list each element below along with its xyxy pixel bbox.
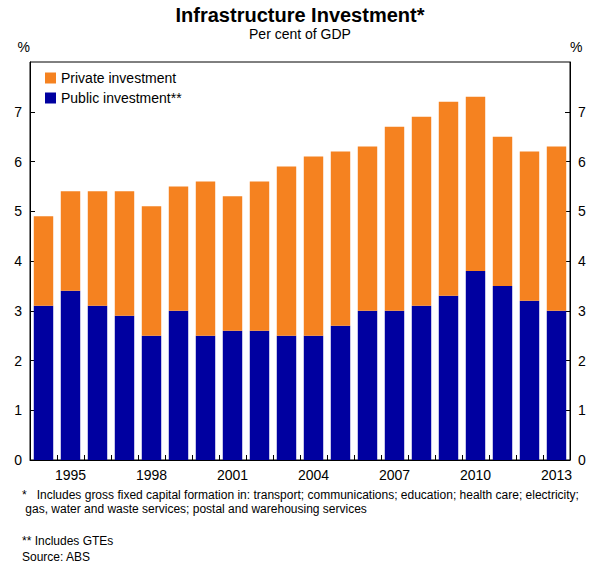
svg-text:7: 7	[578, 104, 586, 120]
svg-text:5: 5	[578, 203, 586, 219]
svg-text:Source: ABS: Source: ABS	[22, 550, 90, 564]
svg-text:5: 5	[14, 203, 22, 219]
svg-text:2: 2	[14, 353, 22, 369]
svg-text:6: 6	[14, 154, 22, 170]
svg-text:%: %	[570, 39, 582, 55]
svg-text:6: 6	[578, 154, 586, 170]
svg-text:gas, water and waste services;: gas, water and waste services; postal an…	[22, 502, 367, 516]
svg-text:1995: 1995	[55, 467, 86, 483]
svg-text:7: 7	[14, 104, 22, 120]
svg-text:2007: 2007	[379, 467, 410, 483]
svg-text:4: 4	[14, 253, 22, 269]
svg-text:4: 4	[578, 253, 586, 269]
svg-text:3: 3	[578, 303, 586, 319]
svg-text:1: 1	[14, 402, 22, 418]
svg-text:2001: 2001	[217, 467, 248, 483]
svg-text:2: 2	[578, 353, 586, 369]
svg-text:1998: 1998	[136, 467, 167, 483]
svg-text:2010: 2010	[460, 467, 491, 483]
svg-text:%: %	[18, 39, 30, 55]
svg-text:Per cent of GDP: Per cent of GDP	[249, 26, 351, 42]
svg-text:0: 0	[578, 452, 586, 468]
svg-text:** Includes GTEs: ** Includes GTEs	[22, 534, 113, 548]
svg-text:0: 0	[14, 452, 22, 468]
svg-text:2013: 2013	[541, 467, 572, 483]
svg-text:1: 1	[578, 402, 586, 418]
svg-text:Private investment: Private investment	[61, 70, 176, 86]
svg-text:* Includes gross fixed capit: * Includes gross fixed capital formation…	[22, 488, 579, 502]
svg-text:Infrastructure Investment*: Infrastructure Investment*	[176, 4, 425, 26]
svg-text:2004: 2004	[298, 467, 329, 483]
svg-text:Public investment**: Public investment**	[61, 90, 182, 106]
svg-text:3: 3	[14, 303, 22, 319]
